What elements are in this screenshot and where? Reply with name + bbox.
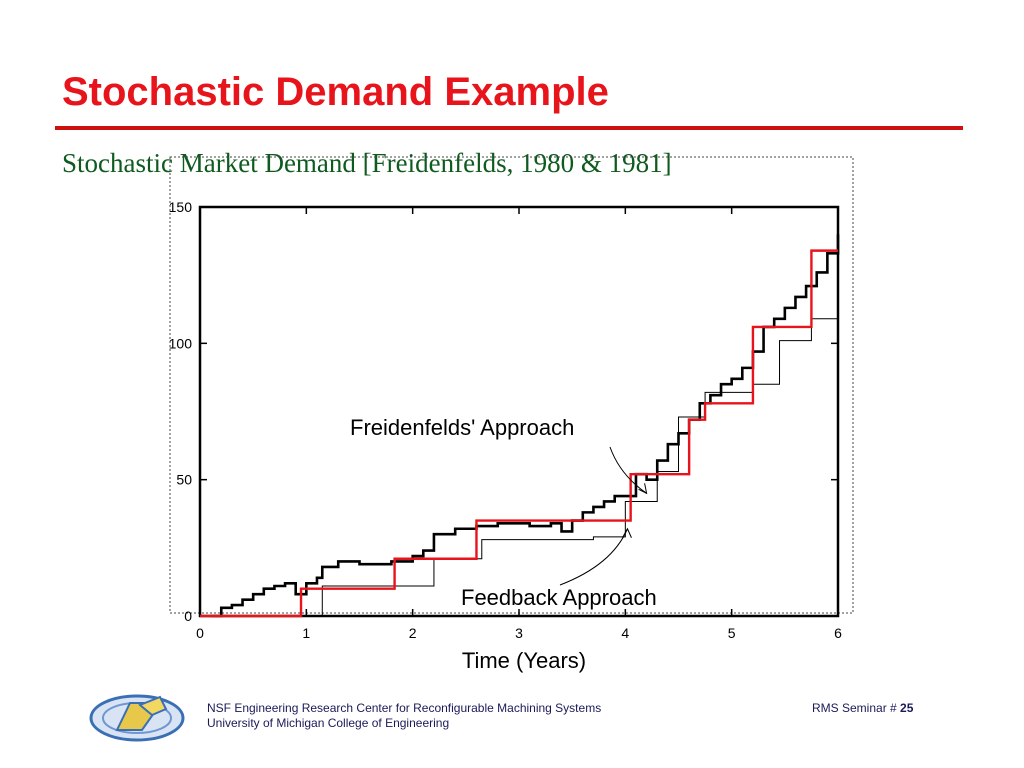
- outer-frame: [169, 156, 854, 614]
- x-tick-label: 5: [728, 625, 736, 641]
- footer-institution: NSF Engineering Research Center for Reco…: [207, 701, 601, 731]
- seminar-label: RMS Seminar #: [812, 701, 901, 715]
- y-tick-label: 50: [176, 472, 192, 488]
- x-tick-label: 3: [515, 625, 523, 641]
- plot-frame: [198, 205, 840, 618]
- x-axis-label: Time (Years): [462, 648, 586, 673]
- title-divider: [55, 126, 963, 130]
- annotation-arrow: [609, 446, 647, 494]
- footer-page: RMS Seminar # 25: [812, 701, 913, 715]
- demand-chart: 0 1 2 3 4 5 6 0 50 100 150 Time (Years) Freidenfelds…: [169, 156, 854, 673]
- slide-title: Stochastic Demand Example: [62, 70, 609, 114]
- rms-logo-icon: [82, 685, 192, 750]
- x-tick-label: 4: [621, 625, 629, 641]
- x-tick-label: 1: [302, 625, 310, 641]
- series-line-2: [200, 249, 838, 618]
- annotation-label: Freidenfelds' Approach: [350, 415, 574, 440]
- x-tick-label: 0: [196, 625, 204, 641]
- y-tick-label: 150: [169, 199, 193, 215]
- x-tick-label: 6: [834, 625, 842, 641]
- slide-subtitle: Stochastic Market Demand [Freidenfelds, …: [62, 148, 672, 178]
- annotation-arrowhead: [622, 527, 632, 538]
- annotation-arrowhead: [638, 483, 648, 495]
- footer-line-1: NSF Engineering Research Center for Reco…: [207, 701, 602, 715]
- annotation-label: Feedback Approach: [461, 585, 657, 610]
- footer-line-2: University of Michigan College of Engine…: [207, 716, 450, 730]
- y-tick-label: 0: [184, 608, 192, 624]
- y-tick-label: 100: [169, 335, 193, 351]
- x-tick-label: 2: [409, 625, 417, 641]
- page-number: 25: [900, 701, 914, 715]
